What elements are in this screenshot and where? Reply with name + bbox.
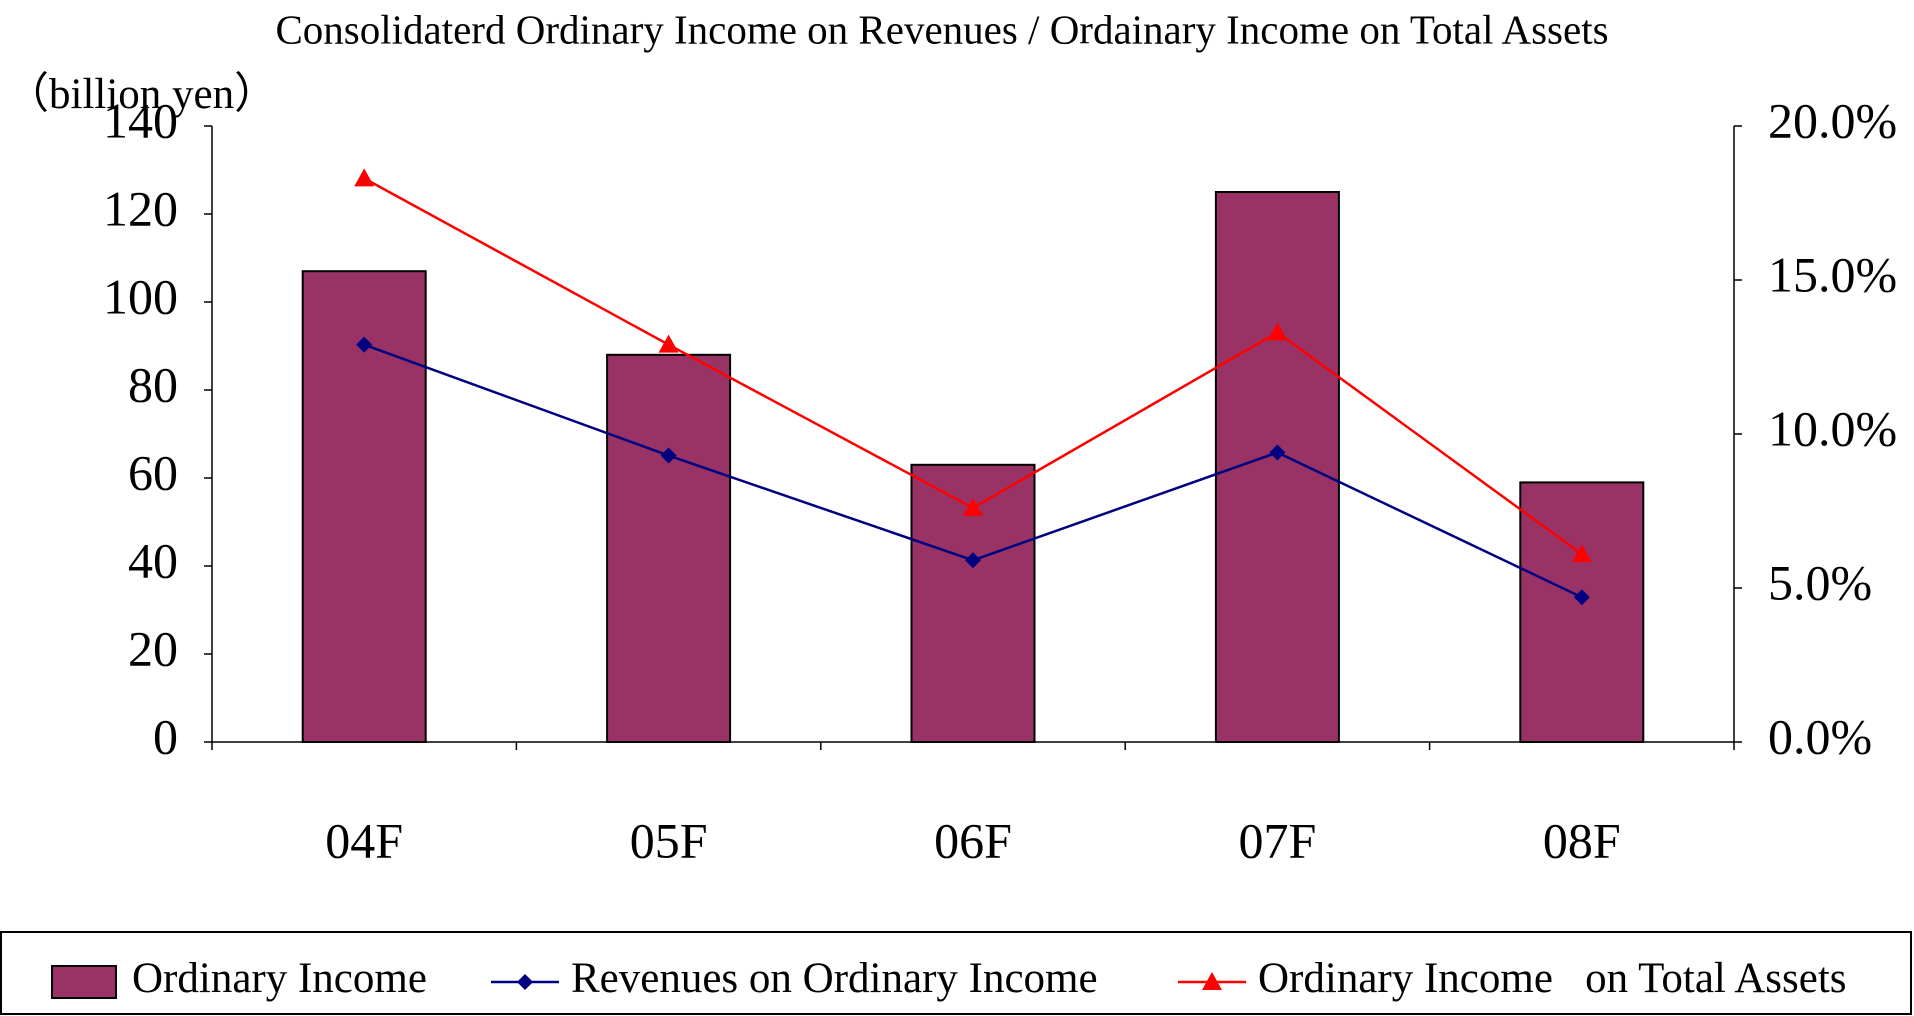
line-marker <box>356 336 373 353</box>
y2-tick-label: 0.0% <box>1768 708 1872 764</box>
y-tick-label: 140 <box>103 92 178 148</box>
y2-tick-label: 5.0% <box>1768 554 1872 610</box>
line-marker <box>660 447 677 464</box>
line-marker <box>1573 589 1590 606</box>
y-tick-label: 100 <box>103 268 178 324</box>
legend-label: Ordinary Income <box>132 955 427 1002</box>
x-tick-label: 04F <box>325 812 403 868</box>
x-tick-label: 08F <box>1543 812 1621 868</box>
line-marker <box>1571 544 1592 563</box>
x-tick-label: 06F <box>934 812 1012 868</box>
line-marker <box>1267 322 1288 341</box>
line-marker <box>963 497 983 516</box>
y-tick-label: 40 <box>128 532 178 588</box>
legend-label: Revenues on Ordinary Income <box>571 955 1098 1002</box>
y2-tick-label: 15.0% <box>1768 246 1897 302</box>
line-marker <box>965 552 981 569</box>
y-tick-label: 0 <box>153 708 178 764</box>
line-marker <box>658 334 679 353</box>
y-tick-label: 20 <box>128 620 178 676</box>
legend-label: Ordinary Income on Total Assets <box>1258 955 1847 1002</box>
y-tick-label: 60 <box>128 444 178 500</box>
legend-marker <box>1202 972 1222 990</box>
bar <box>1519 481 1645 743</box>
legend-marker <box>517 974 533 990</box>
legend-box <box>0 931 1912 1015</box>
x-tick-label: 05F <box>630 812 708 868</box>
x-tick-label: 07F <box>1238 812 1316 868</box>
y-axis-label: （billion yen） <box>6 71 277 118</box>
chart-title: Consolidaterd Ordinary Income on Revenue… <box>275 6 1608 52</box>
y2-tick-label: 10.0% <box>1768 400 1897 456</box>
y2-tick-label: 20.0% <box>1768 92 1897 148</box>
y-tick-label: 120 <box>103 180 178 236</box>
bar <box>606 353 732 743</box>
legend-swatch <box>51 965 117 999</box>
line-marker <box>354 168 375 187</box>
line-marker <box>1269 444 1286 461</box>
y-tick-label: 80 <box>128 356 178 412</box>
